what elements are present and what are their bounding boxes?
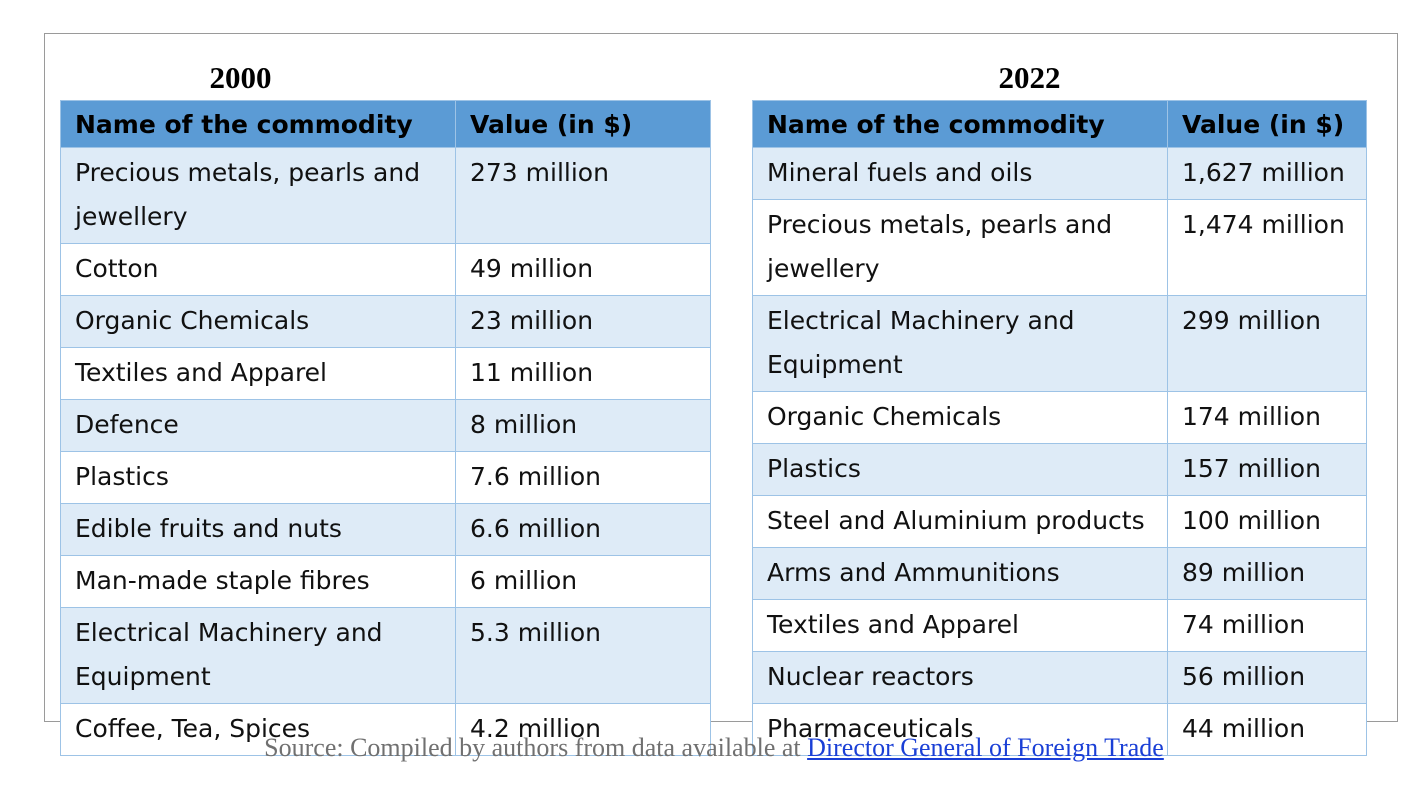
value-cell: 157 million	[1167, 443, 1367, 496]
table-row: Textiles and Apparel 74 million	[752, 599, 1367, 652]
commodity-cell: Coffee, Tea, Spices	[60, 703, 456, 756]
value-cell: 174 million	[1167, 391, 1367, 444]
value-cell: 100 million	[1167, 495, 1367, 548]
source-caption: Source: Compiled by authors from data av…	[0, 733, 1428, 763]
commodity-cell: Organic Chemicals	[752, 391, 1168, 444]
table-row: Edible fruits and nuts 6.6 million	[60, 503, 711, 556]
table-row: Organic Chemicals 174 million	[752, 391, 1367, 444]
value-cell: 273 million	[455, 147, 711, 244]
commodity-cell: Plastics	[752, 443, 1168, 496]
commodity-table-2022: Name of the commodity Value (in $) Miner…	[752, 100, 1367, 756]
commodity-cell: Pharmaceuticals	[752, 703, 1168, 756]
table-row: Steel and Aluminium products 100 million	[752, 495, 1367, 548]
table-row: Man-made staple fibres 6 million	[60, 555, 711, 608]
year-title-2022: 2022	[998, 60, 1061, 95]
commodity-cell: Arms and Ammunitions	[752, 547, 1168, 600]
value-cell: 299 million	[1167, 295, 1367, 392]
table-row: Arms and Ammunitions 89 million	[752, 547, 1367, 600]
commodity-cell: Precious metals, pearls and jewellery	[752, 199, 1168, 296]
column-header-value: Value (in $)	[1167, 100, 1367, 148]
commodity-cell: Defence	[60, 399, 456, 452]
table-row: Plastics 7.6 million	[60, 451, 711, 504]
table-row: Plastics 157 million	[752, 443, 1367, 496]
commodity-cell: Cotton	[60, 243, 456, 296]
value-cell: 56 million	[1167, 651, 1367, 704]
value-cell: 6 million	[455, 555, 711, 608]
value-cell: 4.2 million	[455, 703, 711, 756]
commodity-cell: Mineral fuels and oils	[752, 147, 1168, 200]
source-prefix: Source: Compiled by authors from data av…	[264, 733, 808, 762]
table-row: Electrical Machinery and Equipment 299 mi…	[752, 295, 1367, 392]
commodity-cell: Man-made staple fibres	[60, 555, 456, 608]
commodity-table-2000: Name of the commodity Value (in $) Preci…	[60, 100, 711, 756]
column-header-commodity: Name of the commodity	[60, 100, 456, 148]
commodity-cell: Organic Chemicals	[60, 295, 456, 348]
table-row: Defence 8 million	[60, 399, 711, 452]
year-title-2000: 2000	[209, 60, 272, 95]
value-cell: 5.3 million	[455, 607, 711, 704]
value-cell: 89 million	[1167, 547, 1367, 600]
value-cell: 6.6 million	[455, 503, 711, 556]
table-row: Coffee, Tea, Spices 4.2 million	[60, 703, 711, 756]
table-row: Textiles and Apparel 11 million	[60, 347, 711, 400]
table-row: Cotton 49 million	[60, 243, 711, 296]
value-cell: 1,627 million	[1167, 147, 1367, 200]
commodity-cell: Precious metals, pearls and jewellery	[60, 147, 456, 244]
table-row: Electrical Machinery and Equipment 5.3 mi…	[60, 607, 711, 704]
commodity-cell: Electrical Machinery and Equipment	[60, 607, 456, 704]
value-cell: 11 million	[455, 347, 711, 400]
table-header-row: Name of the commodity Value (in $)	[60, 100, 711, 148]
table-row: Pharmaceuticals 44 million	[752, 703, 1367, 756]
table-row: Precious metals, pearls and jewellery 273…	[60, 147, 711, 244]
value-cell: 8 million	[455, 399, 711, 452]
table-row: Mineral fuels and oils 1,627 million	[752, 147, 1367, 200]
table-panel-2000: 2000 Name of the commodity Value (in $) …	[60, 56, 711, 756]
value-cell: 49 million	[455, 243, 711, 296]
table-row: Organic Chemicals 23 million	[60, 295, 711, 348]
table-panel-2022: 2022 Name of the commodity Value (in $) …	[752, 56, 1367, 756]
figure-frame	[44, 33, 1398, 722]
value-cell: 74 million	[1167, 599, 1367, 652]
value-cell: 7.6 million	[455, 451, 711, 504]
value-cell: 44 million	[1167, 703, 1367, 756]
commodity-cell: Steel and Aluminium products	[752, 495, 1168, 548]
commodity-cell: Electrical Machinery and Equipment	[752, 295, 1168, 392]
commodity-cell: Plastics	[60, 451, 456, 504]
column-header-value: Value (in $)	[455, 100, 711, 148]
column-header-commodity: Name of the commodity	[752, 100, 1168, 148]
table-header-row: Name of the commodity Value (in $)	[752, 100, 1367, 148]
commodity-cell: Edible fruits and nuts	[60, 503, 456, 556]
value-cell: 23 million	[455, 295, 711, 348]
commodity-cell: Textiles and Apparel	[60, 347, 456, 400]
commodity-cell: Textiles and Apparel	[752, 599, 1168, 652]
table-row: Precious metals, pearls and jewellery 1,4…	[752, 199, 1367, 296]
table-row: Nuclear reactors 56 million	[752, 651, 1367, 704]
commodity-cell: Nuclear reactors	[752, 651, 1168, 704]
source-link[interactable]: Director General of Foreign Trade	[807, 733, 1164, 762]
value-cell: 1,474 million	[1167, 199, 1367, 296]
